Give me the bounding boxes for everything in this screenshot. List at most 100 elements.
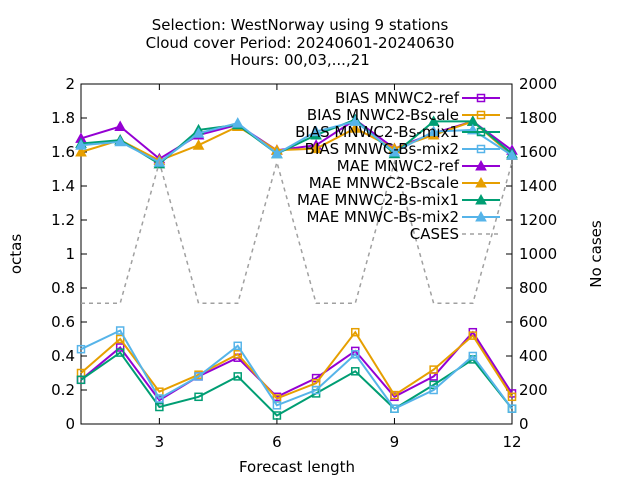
y-tick-label: 0 bbox=[65, 415, 75, 433]
y2-tick-label: 200 bbox=[519, 381, 548, 399]
data-point bbox=[429, 380, 438, 390]
data-point bbox=[115, 334, 125, 344]
legend-label: CASES bbox=[410, 225, 459, 243]
data-point bbox=[468, 351, 478, 361]
data-point bbox=[507, 392, 517, 402]
legend-label: BIAS MNWC2-Bs-mix1 bbox=[295, 123, 459, 141]
data-point bbox=[429, 385, 438, 395]
data-point bbox=[75, 139, 87, 150]
series-layer bbox=[75, 113, 518, 420]
series-8 bbox=[81, 159, 513, 305]
data-point bbox=[427, 115, 440, 126]
data-point bbox=[349, 122, 362, 133]
data-point bbox=[114, 135, 127, 147]
data-point bbox=[507, 404, 517, 413]
data-point bbox=[75, 145, 87, 157]
legend-label: MAE MNWC2-Bs-mix1 bbox=[297, 191, 459, 209]
series-line bbox=[80, 330, 513, 400]
series-line bbox=[80, 120, 513, 162]
data-point bbox=[506, 149, 518, 160]
data-point bbox=[233, 341, 242, 351]
y-tick-label: 0.4 bbox=[51, 347, 75, 365]
data-point bbox=[272, 401, 282, 410]
data-point bbox=[115, 343, 125, 352]
legend-marker bbox=[476, 93, 486, 103]
data-point bbox=[194, 392, 203, 402]
series-line bbox=[81, 159, 513, 305]
legend-marker bbox=[475, 193, 487, 205]
series-line bbox=[80, 330, 513, 402]
legend-marker bbox=[476, 144, 486, 154]
data-point bbox=[272, 411, 282, 420]
y-tick-label: 1.4 bbox=[51, 177, 75, 195]
title-line-2: Cloud cover Period: 20240601-20240630 bbox=[146, 34, 455, 52]
x-axis-label: Forecast length bbox=[239, 458, 355, 476]
data-point bbox=[155, 402, 164, 412]
data-point bbox=[231, 117, 244, 128]
y2-tick-label: 1000 bbox=[519, 245, 557, 263]
legend-marker bbox=[475, 176, 487, 188]
y-tick-label: 1.8 bbox=[51, 109, 75, 127]
series-line bbox=[80, 329, 513, 410]
chart-title: Selection: WestNorway using 9 stations C… bbox=[146, 16, 455, 69]
legend-label: BIAS MNWC-Bs-mix2 bbox=[305, 140, 459, 158]
axis-ticks: 3 6 9 1200.20.40.60.811.21.41.61.8202004006… bbox=[51, 75, 557, 451]
legend-label: MAE MNWC2-ref bbox=[337, 157, 460, 175]
y2-tick-label: 1400 bbox=[519, 177, 557, 195]
x-tick-label: 9 bbox=[390, 433, 400, 451]
y-axis-label: octas bbox=[7, 234, 25, 274]
legend-label: MAE MNWC-Bs-mix2 bbox=[306, 208, 459, 226]
x-tick-label: 12 bbox=[502, 433, 521, 451]
series-0 bbox=[76, 327, 517, 405]
series-line bbox=[80, 120, 513, 164]
data-point bbox=[155, 394, 164, 403]
legend-label: BIAS MNWC2-Bscale bbox=[307, 106, 459, 124]
data-point bbox=[76, 344, 86, 354]
data-point bbox=[351, 367, 360, 376]
y2-tick-label: 400 bbox=[519, 347, 548, 365]
data-point bbox=[310, 125, 322, 137]
data-point bbox=[192, 139, 205, 150]
series-1 bbox=[76, 327, 517, 403]
x-tick-label: 3 bbox=[155, 433, 165, 451]
data-point bbox=[351, 350, 360, 359]
legend-marker bbox=[476, 127, 486, 137]
y-tick-label: 0.8 bbox=[51, 279, 75, 297]
data-point bbox=[349, 115, 362, 126]
y2-tick-label: 1600 bbox=[519, 143, 557, 161]
data-point bbox=[390, 404, 399, 413]
data-point bbox=[390, 390, 399, 400]
data-point bbox=[311, 385, 321, 395]
y-tick-label: 1.2 bbox=[51, 211, 75, 229]
data-point bbox=[429, 365, 438, 374]
y-tick-label: 1.6 bbox=[51, 143, 75, 161]
data-point bbox=[351, 327, 360, 337]
data-point bbox=[114, 120, 127, 131]
data-point bbox=[271, 147, 283, 159]
data-point bbox=[76, 375, 86, 385]
y2-tick-label: 800 bbox=[519, 279, 548, 297]
data-point bbox=[115, 348, 125, 357]
series-3 bbox=[76, 326, 517, 413]
y2-tick-label: 600 bbox=[519, 313, 548, 331]
y2-tick-label: 0 bbox=[519, 415, 529, 433]
data-point bbox=[115, 326, 125, 335]
series-line bbox=[80, 351, 513, 417]
y-tick-label: 0.2 bbox=[51, 381, 75, 399]
y2-axis-label: No cases bbox=[587, 220, 605, 288]
legend-marker bbox=[475, 210, 487, 222]
legend-marker bbox=[476, 110, 486, 120]
legend-marker bbox=[475, 159, 487, 171]
legend-label: BIAS MNWC2-ref bbox=[335, 89, 460, 107]
data-point bbox=[233, 350, 242, 359]
legend-label: MAE MNWC2-Bscale bbox=[309, 174, 459, 192]
data-point bbox=[427, 125, 440, 137]
data-point bbox=[310, 142, 322, 154]
y-tick-label: 1 bbox=[65, 245, 75, 263]
y2-tick-label: 2000 bbox=[519, 75, 557, 93]
y-tick-label: 0.6 bbox=[51, 313, 75, 331]
data-point bbox=[192, 127, 205, 138]
title-line-3: Hours: 00,03,...,21 bbox=[230, 51, 370, 69]
